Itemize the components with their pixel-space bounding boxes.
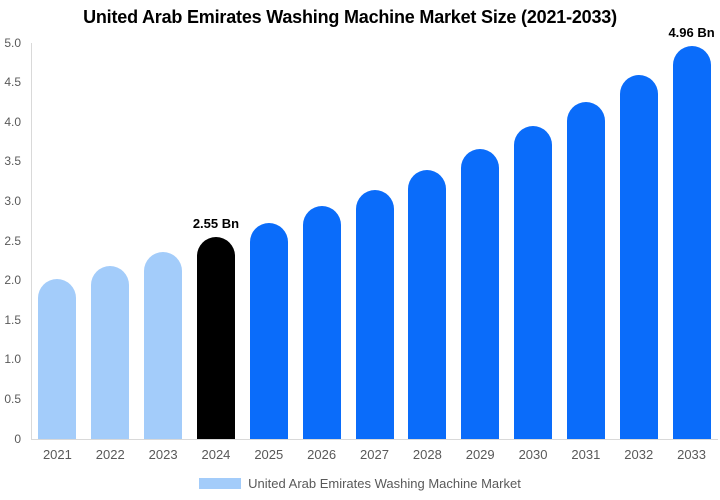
x-axis-label-2022: 2022 (95, 447, 125, 462)
y-tick-label: 3.0 (4, 193, 21, 208)
y-axis-line (31, 43, 32, 439)
x-axis-label-2024: 2024 (201, 447, 231, 462)
bar-2029 (461, 149, 500, 439)
y-tick-label: 0 (14, 431, 21, 446)
bar-2022 (91, 265, 130, 439)
x-axis-label-2025: 2025 (254, 447, 284, 462)
bar-2026 (302, 206, 341, 439)
y-tick-label: 5.0 (4, 35, 21, 50)
y-tick-label: 2.5 (4, 233, 21, 248)
y-tick-label: 4.5 (4, 75, 21, 90)
y-tick-label: 4.0 (4, 114, 21, 129)
bar-2028 (408, 169, 447, 439)
bar-2025 (249, 222, 288, 439)
x-axis-label-2032: 2032 (624, 447, 654, 462)
x-axis-label-2029: 2029 (465, 447, 495, 462)
bar-2023 (144, 252, 183, 439)
bar-2031 (566, 101, 605, 439)
y-tick-label: 1.5 (4, 312, 21, 327)
legend-swatch (199, 478, 242, 489)
x-axis-label-2030: 2030 (518, 447, 548, 462)
bar-2024 (196, 237, 235, 439)
y-tick-label: 0.5 (4, 391, 21, 406)
bar-2032 (619, 75, 658, 439)
x-axis-label-2028: 2028 (412, 447, 442, 462)
x-axis-label-2026: 2026 (307, 447, 337, 462)
x-axis-line (31, 439, 718, 440)
bar-2033 (672, 46, 711, 439)
data-label-2024: 2.55 Bn (192, 216, 240, 232)
y-tick-label: 2.0 (4, 273, 21, 288)
x-axis-label-2027: 2027 (360, 447, 389, 462)
legend-label: United Arab Emirates Washing Machine Mar… (248, 476, 521, 491)
y-tick-label: 1.0 (4, 352, 21, 367)
chart-title: United Arab Emirates Washing Machine Mar… (83, 7, 617, 27)
data-label-2033: 4.96 Bn (668, 25, 715, 41)
bar-2027 (355, 189, 394, 439)
x-axis-label-2023: 2023 (148, 447, 178, 462)
legend: United Arab Emirates Washing Machine Mar… (0, 476, 720, 491)
x-axis-label-2021: 2021 (42, 447, 72, 462)
x-axis-label-2031: 2031 (571, 447, 601, 462)
bar-2021 (38, 279, 77, 439)
x-axis-label-2033: 2033 (677, 447, 707, 462)
y-tick-label: 3.5 (4, 154, 21, 169)
bar-2030 (514, 126, 553, 439)
